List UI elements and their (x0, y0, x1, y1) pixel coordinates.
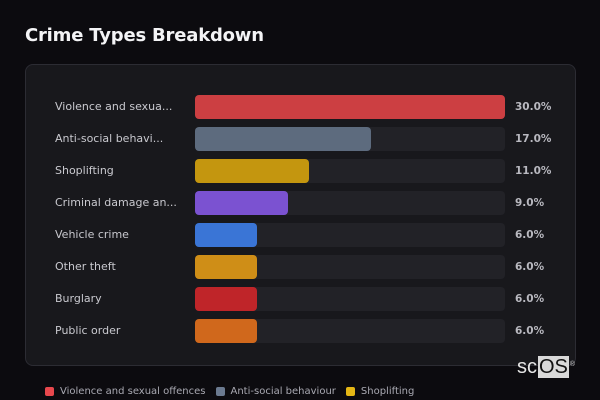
bar-label: Other theft (55, 260, 116, 273)
legend-item[interactable]: Violence and sexual offences (45, 386, 206, 397)
bar-value: 6.0% (515, 229, 545, 241)
bar-track (195, 159, 505, 183)
bar-row: Vehicle crime 6.0% (26, 223, 575, 247)
bar-row: Violence and sexua... 30.0% (26, 95, 575, 119)
bar-row: Burglary 6.0% (26, 287, 575, 311)
legend-swatch-icon (345, 387, 355, 396)
bar-track (195, 255, 505, 279)
bar-track (195, 95, 505, 119)
legend-label: Violence and sexual offences (60, 386, 206, 397)
bar-value: 6.0% (515, 261, 545, 273)
bar-label: Burglary (55, 292, 102, 305)
chart-legend: Violence and sexual offences Anti-social … (45, 386, 414, 397)
bar-value: 17.0% (515, 133, 552, 145)
legend-label: Shoplifting (360, 386, 415, 397)
bar-track (195, 223, 505, 247)
legend-item[interactable]: Anti-social behaviour (215, 386, 336, 397)
bar-row: Shoplifting 11.0% (26, 159, 575, 183)
bar-value: 30.0% (515, 101, 552, 113)
legend-swatch-icon (215, 387, 225, 396)
bar-fill[interactable] (195, 95, 505, 119)
bar-fill[interactable] (195, 191, 288, 215)
legend-swatch-icon (45, 387, 54, 396)
watermark-prefix: sc (517, 356, 537, 378)
bar-fill[interactable] (195, 319, 257, 343)
page-title: Crime Types Breakdown (25, 25, 264, 46)
bar-value: 6.0% (515, 325, 545, 337)
bar-track (195, 319, 505, 343)
bar-value: 6.0% (515, 293, 545, 305)
legend-item[interactable]: Shoplifting (345, 386, 415, 397)
bar-track (195, 287, 505, 311)
legend-label: Anti-social behaviour (230, 386, 336, 397)
bar-row: Other theft 6.0% (26, 255, 575, 279)
bar-label: Criminal damage an... (55, 196, 177, 209)
chart-card: Violence and sexua... 30.0% Anti-social be… (25, 64, 576, 366)
bar-value: 11.0% (515, 165, 552, 177)
bar-label: Public order (55, 324, 121, 337)
bar-row: Public order 6.0% (26, 319, 575, 343)
bar-fill[interactable] (195, 287, 257, 311)
bar-fill[interactable] (195, 127, 371, 151)
watermark-boxed: OS (538, 356, 569, 378)
bar-label: Shoplifting (55, 164, 114, 177)
watermark-logo: sc OS ® (517, 356, 575, 378)
bar-fill[interactable] (195, 159, 309, 183)
bar-fill[interactable] (195, 255, 257, 279)
bar-row: Criminal damage an... 9.0% (26, 191, 575, 215)
bar-track (195, 127, 505, 151)
bar-label: Anti-social behavi... (55, 132, 164, 145)
bar-label: Vehicle crime (55, 228, 129, 241)
bar-row: Anti-social behavi... 17.0% (26, 127, 575, 151)
bar-fill[interactable] (195, 223, 257, 247)
bar-track (195, 191, 505, 215)
registered-icon: ® (569, 361, 576, 368)
bar-value: 9.0% (515, 197, 545, 209)
bar-label: Violence and sexua... (55, 100, 173, 113)
